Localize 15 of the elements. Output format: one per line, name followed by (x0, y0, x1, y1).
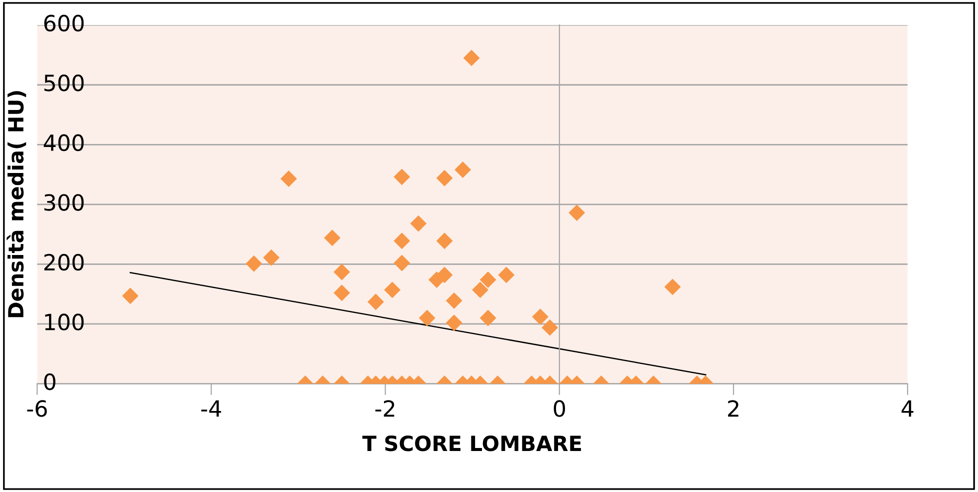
y-tick-label: 300 (44, 194, 84, 211)
x-axis-title: T SCORE LOMBARE (362, 435, 581, 452)
x-tick-label: -4 (201, 400, 222, 417)
y-tick-label: 100 (45, 314, 84, 330)
y-tick-label: 600 (44, 14, 84, 32)
x-tick-label: 0 (554, 400, 566, 417)
y-tick-label: 0 (44, 373, 56, 390)
y-tick-label: 400 (44, 134, 84, 152)
x-tick-label: -6 (27, 400, 47, 417)
y-axis-title: Densità media( HU) (6, 91, 26, 318)
x-tick-label: -2 (375, 400, 394, 417)
y-tick-label: 200 (44, 254, 84, 271)
x-tick-label: 2 (728, 400, 738, 417)
y-tick-label: 500 (44, 74, 84, 92)
x-tick-label: 4 (902, 400, 914, 417)
